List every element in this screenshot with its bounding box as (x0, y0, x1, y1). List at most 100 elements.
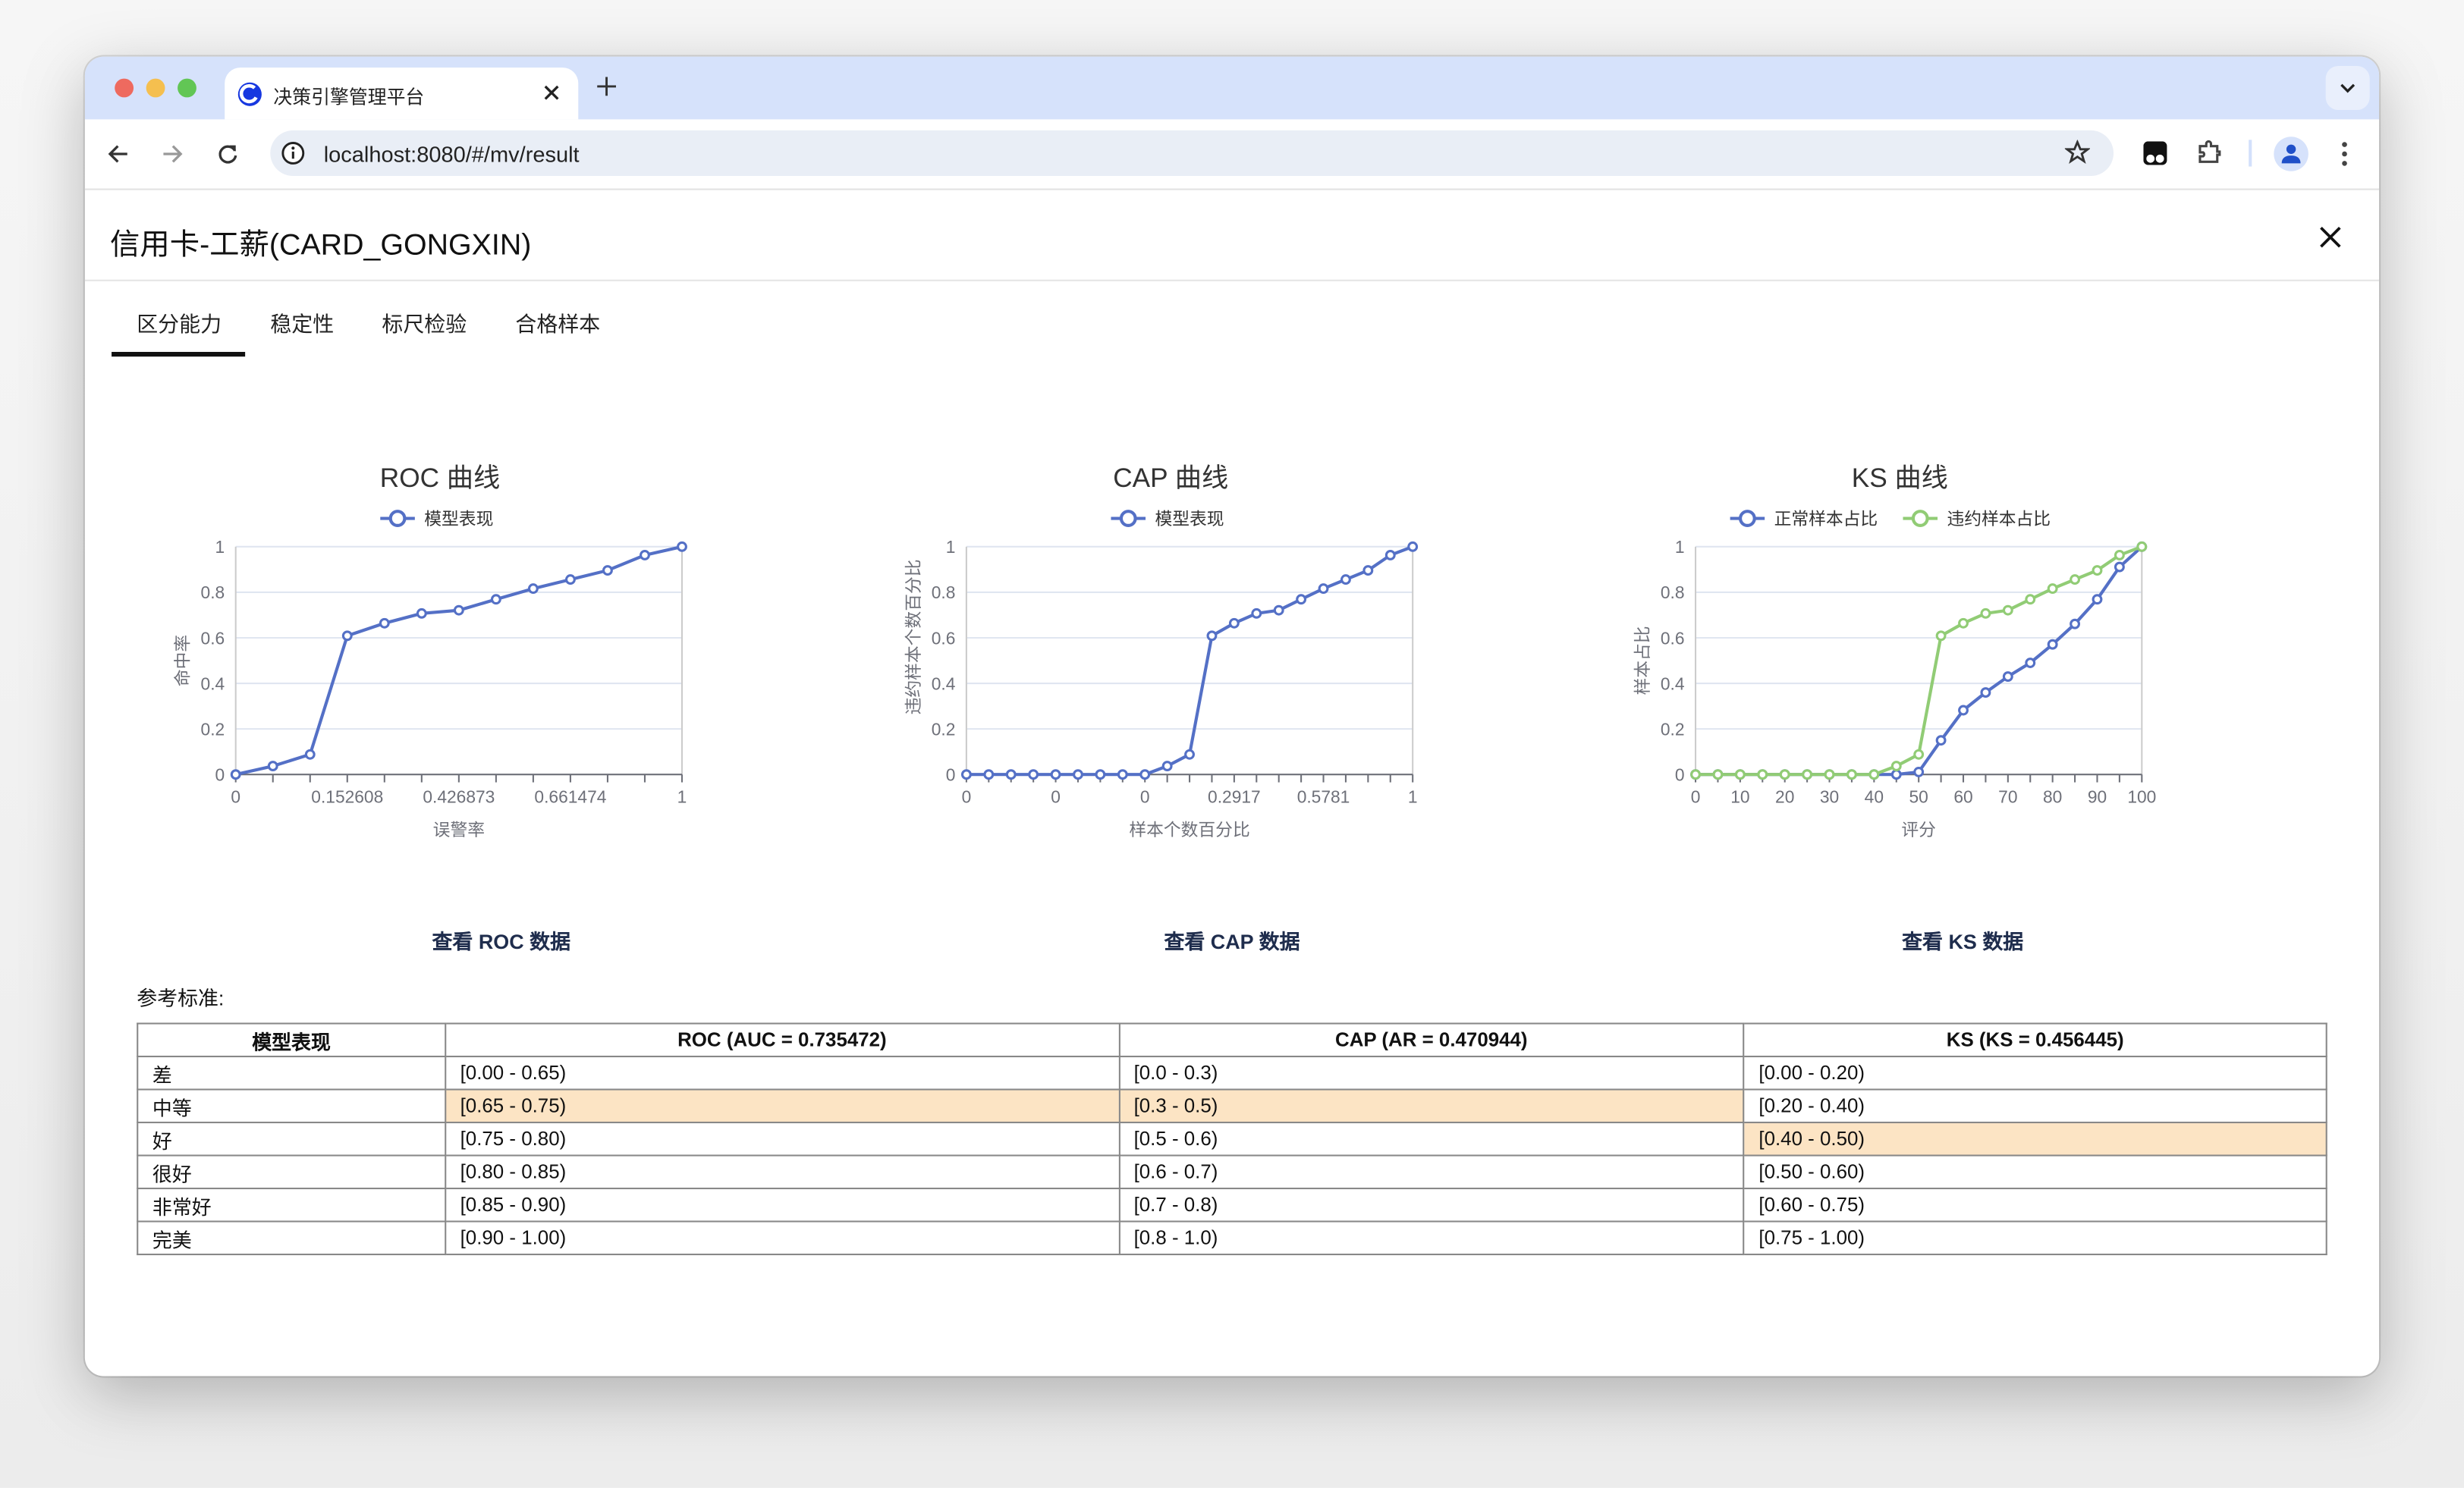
page-header: 信用卡-工薪(CARD_GONGXIN) (84, 190, 2380, 281)
data-point (2092, 594, 2103, 605)
data-point (2070, 574, 2081, 585)
x-tick-label: 0 (962, 786, 972, 806)
y-tick-label: 0.8 (932, 582, 956, 602)
table-row: 差 [0.00 - 0.65) [0.0 - 0.3) [0.00 - 0.20) (137, 1055, 2327, 1091)
x-tick-label: 50 (1909, 786, 1928, 806)
table-cell: [0.3 - 0.5) (1117, 1088, 1745, 1124)
data-point (602, 565, 613, 576)
data-point (2114, 550, 2125, 560)
view-roc-data-link[interactable]: 查看 ROC 数据 (432, 930, 571, 954)
x-tick-label: 100 (2127, 786, 2156, 806)
y-tick-label: 1 (946, 537, 956, 557)
data-point (2136, 541, 2148, 552)
table-cell: [0.60 - 0.75) (1743, 1187, 2327, 1223)
page-title: 信用卡-工薪(CARD_GONGXIN) (109, 229, 532, 262)
minimize-window-button[interactable] (146, 78, 165, 98)
view-cap-data-link[interactable]: 查看 CAP 数据 (1164, 930, 1300, 954)
browser-tab[interactable]: 决策引擎管理平台 (225, 67, 579, 120)
y-tick-label: 0.2 (932, 719, 956, 739)
x-tick-label: 90 (2088, 786, 2107, 806)
plus-icon[interactable] (597, 77, 616, 96)
table-cell: [0.90 - 1.00) (444, 1220, 1120, 1256)
y-axis-label: 样本占比 (1633, 626, 1652, 695)
close-icon[interactable] (2319, 226, 2341, 248)
chart-title: CAP 曲线 (1113, 463, 1228, 493)
browser-window: 决策引擎管理平台 localhost:8080/#/mv/result 信用卡-… (84, 56, 2380, 1377)
column-header: KS (KS = 0.456445) (1743, 1022, 2327, 1058)
table-row: 好 [0.75 - 0.80) [0.5 - 0.6) [0.40 - 0.50) (137, 1121, 2327, 1157)
data-point (677, 541, 687, 552)
series-line (235, 545, 683, 777)
tab-qualified-samples[interactable]: 合格样本 (515, 312, 601, 337)
x-tick-label: 10 (1730, 786, 1749, 806)
table-cell: [0.65 - 0.75) (444, 1088, 1120, 1124)
tab-scale-check[interactable]: 标尺检验 (382, 312, 467, 337)
y-tick-label: 0 (215, 764, 225, 784)
table-cell: [0.5 - 0.6) (1117, 1121, 1745, 1157)
data-point (1117, 769, 1128, 780)
profile-button[interactable] (2274, 137, 2308, 171)
table-cell: 中等 (137, 1088, 446, 1124)
data-point (267, 761, 278, 772)
info-icon[interactable] (281, 141, 305, 165)
data-point (2092, 565, 2103, 576)
reference-table: 模型表现 ROC (AUC = 0.735472) CAP (AR = 0.47… (137, 1022, 2327, 1256)
y-tick-label: 0.4 (1661, 673, 1685, 693)
x-axis-label: 评分 (1901, 820, 1936, 840)
close-window-button[interactable] (115, 78, 134, 98)
table-cell: 差 (137, 1055, 446, 1091)
data-point (1913, 766, 1925, 777)
x-tick-label: 60 (1953, 786, 1972, 806)
reload-icon[interactable] (217, 143, 239, 165)
table-row: 中等 [0.65 - 0.75) [0.3 - 0.5) [0.20 - 0.40) (137, 1088, 2327, 1124)
table-cell: [0.00 - 0.65) (444, 1055, 1120, 1091)
address-bar[interactable]: localhost:8080/#/mv/result (270, 130, 2114, 176)
more-vert-icon[interactable] (2341, 141, 2347, 166)
data-point (1846, 769, 1857, 780)
data-point (341, 630, 353, 642)
y-tick-label: 0.4 (932, 673, 956, 693)
x-tick-label: 0 (231, 786, 240, 806)
data-point (2002, 604, 2013, 616)
x-tick-label: 0 (1691, 786, 1701, 806)
y-tick-label: 0.2 (1661, 719, 1685, 739)
forward-arrow-icon[interactable] (162, 143, 184, 165)
maximize-window-button[interactable] (178, 78, 196, 98)
table-cell: [0.40 - 0.50) (1743, 1121, 2327, 1157)
x-tick-label: 0.661474 (534, 786, 606, 806)
data-point (1139, 769, 1151, 780)
data-point (1935, 735, 1947, 746)
data-point (527, 583, 539, 595)
y-tick-label: 0.2 (201, 719, 225, 739)
view-ks-data-link[interactable]: 查看 KS 数据 (1902, 930, 2024, 954)
data-point (1958, 617, 1969, 629)
puzzle-icon[interactable] (2197, 140, 2222, 165)
data-point (1073, 769, 1083, 780)
x-tick-label: 0 (1140, 786, 1150, 806)
extension-icon[interactable] (2143, 141, 2167, 165)
close-icon[interactable] (544, 85, 560, 101)
x-tick-label: 0.5781 (1297, 786, 1350, 806)
tab-discrimination[interactable]: 区分能力 (137, 312, 222, 337)
tab-strip: 决策引擎管理平台 (84, 56, 2380, 120)
table-row: 非常好 [0.85 - 0.90) [0.7 - 0.8) [0.60 - 0.75) (137, 1187, 2327, 1223)
back-arrow-icon[interactable] (107, 143, 129, 165)
table-cell: 完美 (137, 1220, 446, 1256)
star-icon[interactable] (2064, 140, 2090, 165)
reference-label: 参考标准: (137, 986, 225, 1010)
y-tick-label: 0.8 (201, 582, 225, 602)
legend-label: 模型表现 (1155, 509, 1224, 529)
y-axis-label: 命中率 (173, 635, 193, 686)
data-point (1779, 769, 1790, 780)
url-text[interactable]: localhost:8080/#/mv/result (323, 141, 580, 167)
tab-search-button[interactable] (2325, 65, 2370, 110)
x-axis-label: 误警率 (433, 820, 485, 840)
data-point (640, 550, 650, 560)
table-cell: [0.85 - 0.90) (444, 1187, 1120, 1223)
x-tick-label: 0.2917 (1208, 786, 1261, 806)
data-point (2025, 658, 2036, 668)
tab-stability[interactable]: 稳定性 (270, 312, 335, 337)
